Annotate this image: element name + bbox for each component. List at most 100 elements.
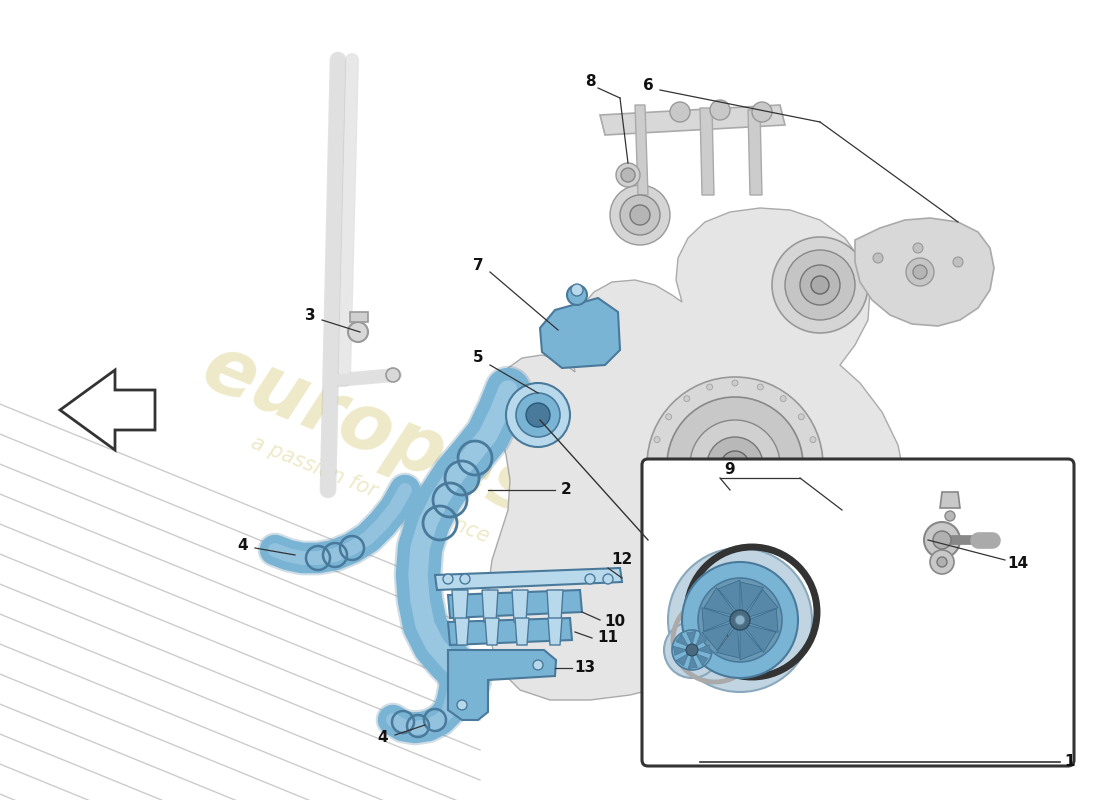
Text: 7: 7 (473, 258, 483, 273)
FancyBboxPatch shape (642, 459, 1074, 766)
Polygon shape (676, 654, 689, 666)
Circle shape (506, 383, 570, 447)
Circle shape (810, 487, 816, 494)
Circle shape (757, 540, 763, 546)
Polygon shape (512, 590, 528, 622)
Polygon shape (548, 618, 562, 645)
Polygon shape (748, 609, 778, 632)
Polygon shape (855, 218, 994, 326)
Polygon shape (676, 634, 689, 646)
Circle shape (873, 253, 883, 263)
Circle shape (534, 660, 543, 670)
Polygon shape (716, 626, 739, 658)
Circle shape (780, 528, 786, 534)
Circle shape (924, 522, 960, 558)
Text: 8: 8 (585, 74, 595, 90)
Circle shape (906, 258, 934, 286)
Text: 6: 6 (642, 78, 653, 94)
Text: 4: 4 (377, 730, 388, 746)
Text: 4: 4 (238, 538, 249, 553)
Circle shape (772, 237, 868, 333)
Circle shape (930, 550, 954, 574)
Circle shape (670, 102, 690, 122)
Text: 14: 14 (1008, 555, 1028, 570)
Text: 2: 2 (561, 482, 571, 498)
Polygon shape (60, 370, 155, 450)
Polygon shape (350, 312, 368, 322)
Circle shape (664, 622, 720, 678)
Circle shape (460, 574, 470, 584)
Circle shape (654, 487, 660, 494)
Circle shape (348, 322, 369, 342)
Polygon shape (488, 208, 905, 700)
Circle shape (814, 462, 820, 468)
Circle shape (730, 610, 750, 630)
Circle shape (650, 462, 656, 468)
Circle shape (811, 276, 829, 294)
Circle shape (621, 168, 635, 182)
Polygon shape (740, 628, 762, 660)
Polygon shape (485, 618, 499, 645)
Polygon shape (940, 492, 960, 508)
Polygon shape (547, 590, 563, 622)
Circle shape (456, 700, 468, 710)
Circle shape (566, 285, 587, 305)
Text: 11: 11 (597, 630, 618, 646)
Circle shape (720, 451, 749, 479)
Text: 3: 3 (305, 307, 316, 322)
Circle shape (716, 632, 728, 644)
Circle shape (937, 557, 947, 567)
Circle shape (913, 243, 923, 253)
Polygon shape (448, 650, 556, 720)
Circle shape (526, 403, 550, 427)
Text: 13: 13 (574, 661, 595, 675)
Polygon shape (686, 631, 696, 645)
Circle shape (668, 548, 812, 692)
Circle shape (666, 414, 672, 420)
Polygon shape (673, 646, 688, 655)
Polygon shape (700, 108, 714, 195)
Text: 9: 9 (725, 462, 735, 478)
Circle shape (630, 205, 650, 225)
Circle shape (443, 574, 453, 584)
Circle shape (945, 511, 955, 521)
Circle shape (672, 630, 712, 670)
Circle shape (585, 574, 595, 584)
Circle shape (654, 437, 660, 442)
Circle shape (647, 377, 823, 553)
Circle shape (933, 531, 952, 549)
Circle shape (610, 185, 670, 245)
Circle shape (735, 615, 745, 625)
Circle shape (913, 265, 927, 279)
Polygon shape (455, 618, 469, 645)
Text: 1: 1 (1065, 754, 1076, 770)
Text: 12: 12 (612, 553, 632, 567)
Circle shape (684, 528, 690, 534)
Circle shape (603, 574, 613, 584)
Circle shape (757, 384, 763, 390)
Polygon shape (448, 590, 582, 618)
Circle shape (706, 384, 713, 390)
Circle shape (667, 397, 803, 533)
Circle shape (516, 393, 560, 437)
Polygon shape (515, 618, 529, 645)
Polygon shape (695, 654, 708, 666)
Circle shape (780, 396, 786, 402)
Polygon shape (740, 582, 763, 614)
Circle shape (810, 437, 816, 442)
Polygon shape (718, 580, 740, 612)
Polygon shape (697, 645, 711, 654)
Polygon shape (748, 110, 762, 195)
Polygon shape (448, 618, 572, 645)
Circle shape (710, 100, 730, 120)
Text: 1985: 1985 (376, 501, 433, 539)
Circle shape (386, 368, 400, 382)
Polygon shape (704, 588, 735, 615)
Text: 10: 10 (604, 614, 626, 630)
Circle shape (707, 437, 763, 493)
Polygon shape (689, 655, 697, 669)
Circle shape (785, 250, 855, 320)
Text: a passion for parts since: a passion for parts since (248, 433, 492, 547)
Polygon shape (482, 590, 498, 622)
Polygon shape (745, 625, 776, 652)
